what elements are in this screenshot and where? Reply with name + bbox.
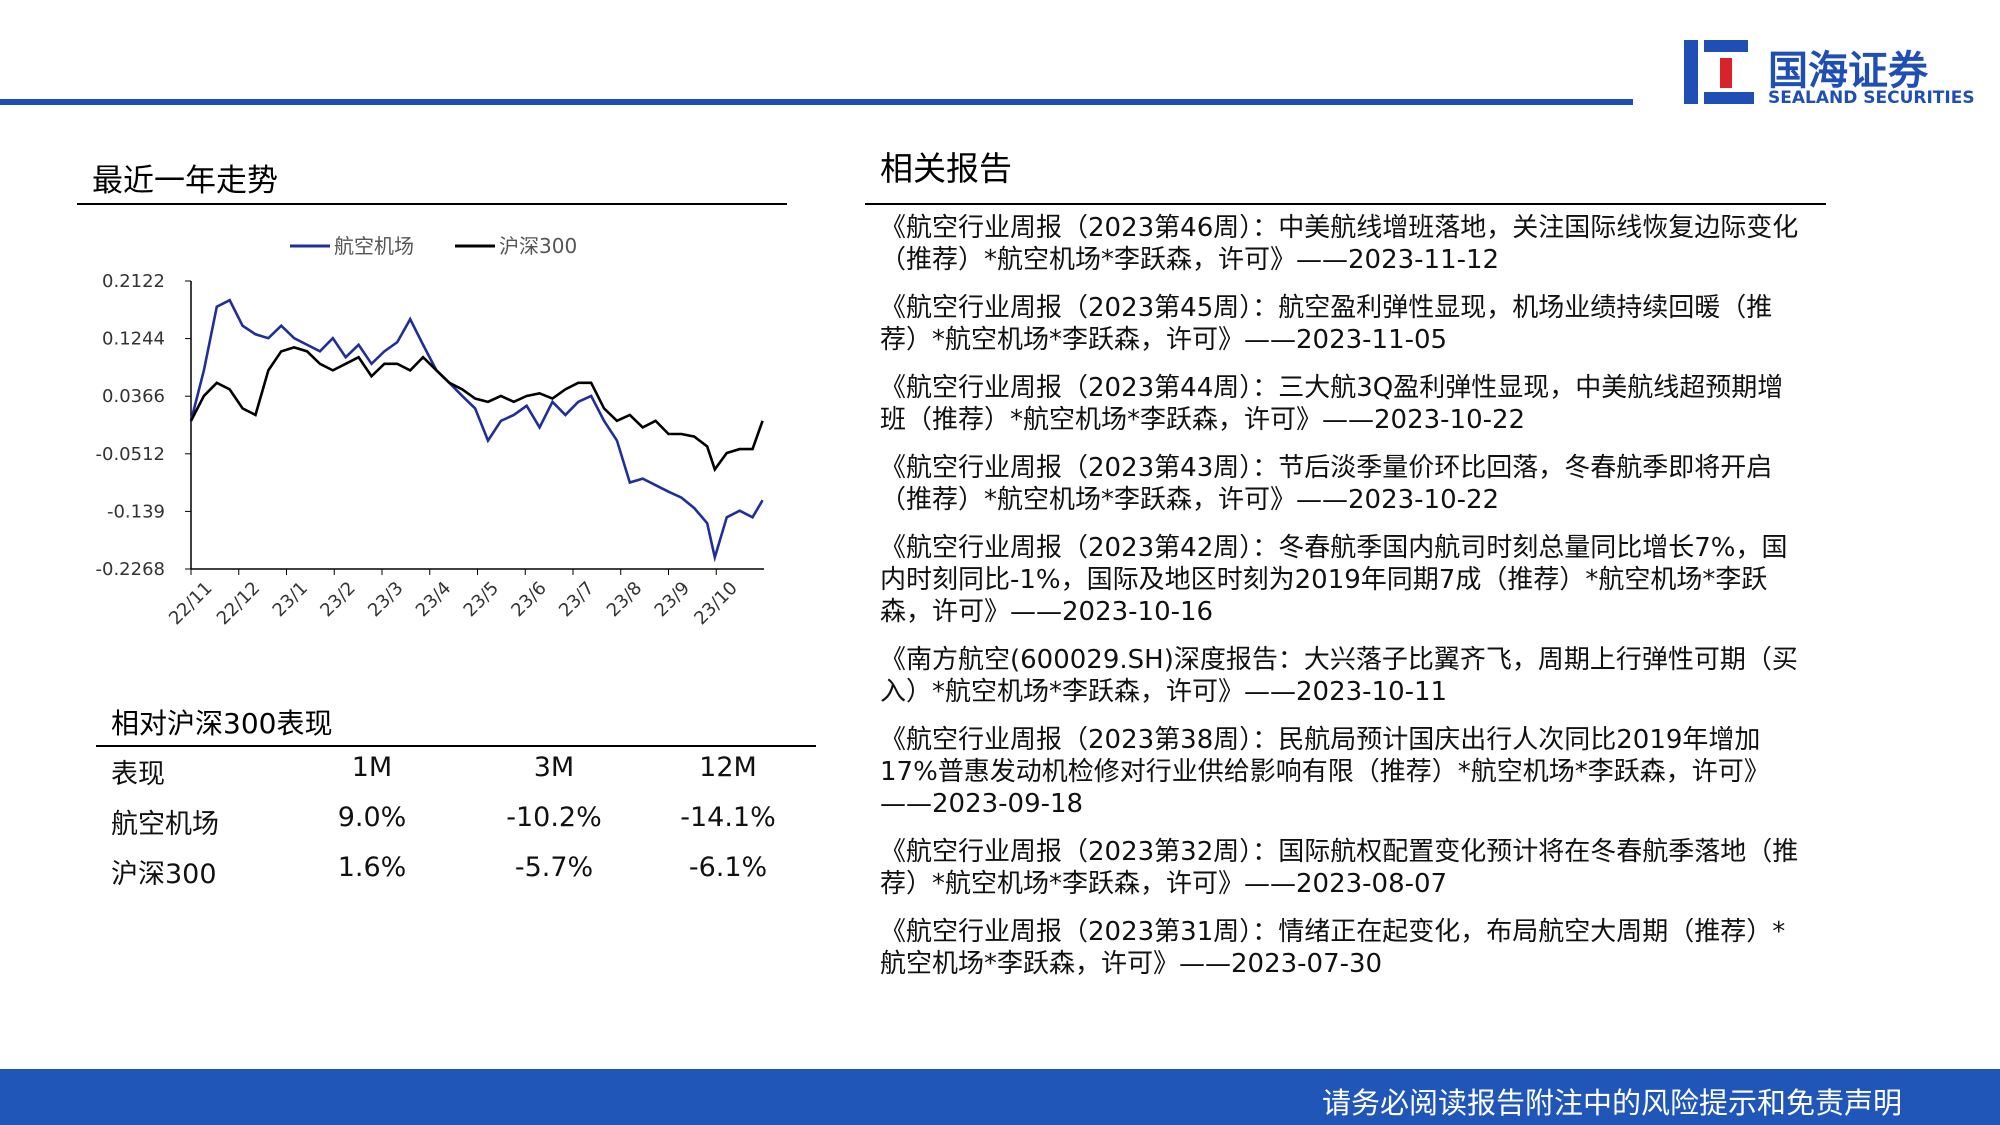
table-cell: 9.0% [337, 802, 407, 833]
table-title: 相对沪深300表现 [111, 707, 333, 740]
series-line [189, 346, 764, 473]
x-tick-label: 23/4 [412, 578, 455, 621]
report-item: 《航空行业周报（2023第38周）：民航局预计国庆出行人次同比2019年增加17… [880, 725, 1770, 819]
x-tick-label: 23/9 [651, 578, 694, 621]
y-tick-label: 0.1244 [102, 329, 165, 350]
x-tick-label: 23/5 [460, 578, 503, 621]
x-tick-label: 23/6 [507, 578, 550, 621]
table-cell: -10.2% [506, 802, 602, 833]
series-line [189, 298, 764, 563]
y-tick-label: -0.0512 [96, 444, 165, 465]
y-tick-label: -0.139 [107, 501, 165, 522]
table-header: 3M [533, 752, 575, 783]
table-cell: -6.1% [688, 852, 768, 883]
report-item: 《航空行业周报（2023第44周）：三大航3Q盈利弹性显现，中美航线超预期增班（… [880, 373, 1784, 435]
header-rule [0, 99, 1633, 105]
x-tick-label: 23/10 [690, 578, 742, 630]
table-cell: 航空机场 [111, 809, 219, 840]
rule [865, 203, 1826, 205]
x-tick-label: 23/3 [364, 578, 407, 621]
table-cell: 沪深300 [111, 859, 217, 890]
report-item: 《航空行业周报（2023第45周）：航空盈利弹性显现，机场业绩持续回暖（推荐）*… [880, 293, 1773, 355]
x-tick-label: 22/12 [213, 578, 265, 630]
legend-label: 沪深300 [499, 234, 577, 258]
y-tick-label: -0.2268 [96, 559, 165, 580]
logo-cn: 国海证券 [1768, 48, 1928, 94]
footer-band [0, 1069, 2000, 1125]
y-tick-label: 0.2122 [102, 271, 165, 292]
x-tick-label: 22/11 [165, 578, 217, 630]
x-tick-label: 23/2 [316, 578, 359, 621]
legend-label: 航空机场 [334, 234, 414, 258]
x-tick-label: 23/8 [603, 578, 646, 621]
rule [96, 745, 816, 747]
logo-en: SEALAND SECURITIES [1768, 88, 1975, 108]
table-header: 12M [699, 752, 757, 783]
report-item: 《航空行业周报（2023第42周）：冬春航季国内航司时刻总量同比增长7%，国内时… [880, 533, 1788, 627]
chart: 0.21220.12440.0366-0.0512-0.139-0.226822… [96, 234, 764, 630]
report-item: 《航空行业周报（2023第46周）：中美航线增班落地，关注国际线恢复边际变化（推… [880, 213, 1799, 275]
report-item: 《南方航空(600029.SH)深度报告：大兴落子比翼齐飞，周期上行弹性可期（买… [880, 645, 1798, 707]
report-item: 《航空行业周报（2023第32周）：国际航权配置变化预计将在冬春航季落地（推荐）… [880, 837, 1799, 899]
chart-title: 最近一年走势 [92, 163, 278, 199]
report-item: 《航空行业周报（2023第43周）：节后淡季量价环比回落，冬春航季即将开启（推荐… [880, 453, 1773, 515]
logo-icon [1684, 40, 1754, 104]
y-tick-label: 0.0366 [102, 386, 165, 407]
report-list: 《航空行业周报（2023第46周）：中美航线增班落地，关注国际线恢复边际变化（推… [880, 212, 1805, 996]
table-header: 1M [351, 752, 393, 783]
table-cell: -14.1% [680, 802, 776, 833]
x-tick-label: 23/1 [269, 578, 312, 621]
rule [77, 203, 787, 205]
footer-text: 请务必阅读报告附注中的风险提示和免责声明 [1321, 1086, 1902, 1120]
x-tick-label: 23/7 [555, 578, 598, 621]
table-header: 表现 [111, 759, 165, 790]
reports-title: 相关报告 [880, 149, 1012, 188]
table-cell: 1.6% [337, 852, 407, 883]
table-cell: -5.7% [514, 852, 594, 883]
report-item: 《航空行业周报（2023第31周）：情绪正在起变化，布局航空大周期（推荐）*航空… [880, 917, 1786, 979]
